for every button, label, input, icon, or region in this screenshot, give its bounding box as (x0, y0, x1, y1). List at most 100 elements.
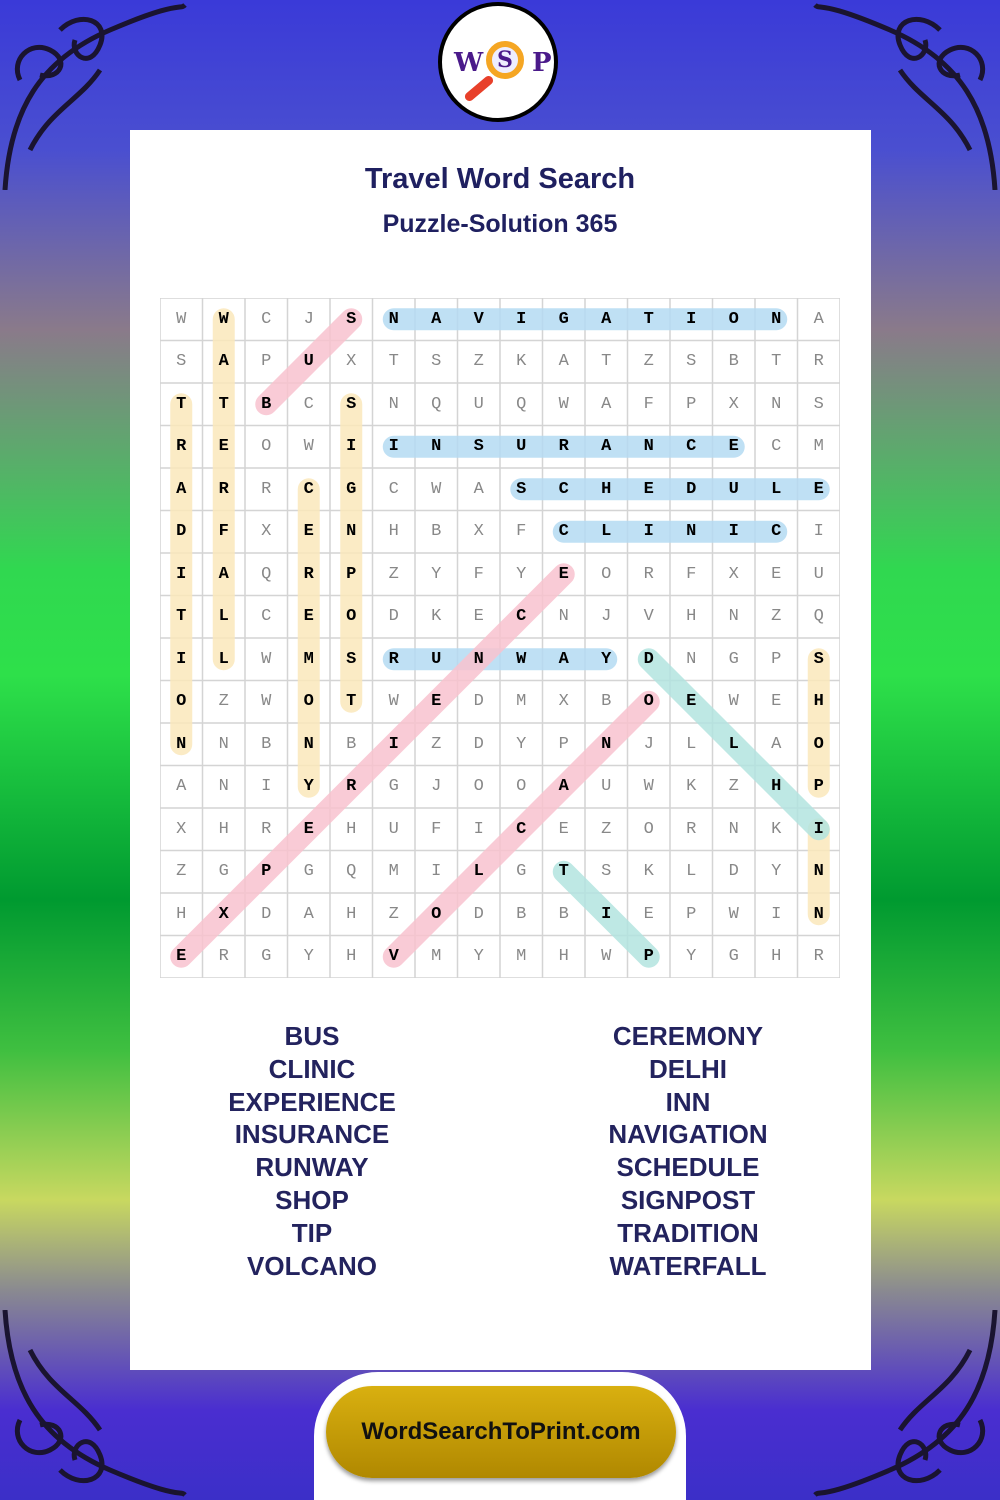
grid-cell[interactable]: Y (601, 649, 612, 669)
grid-cell[interactable]: U (728, 479, 739, 499)
grid-cell[interactable]: I (431, 862, 442, 882)
grid-cell[interactable]: U (813, 564, 824, 584)
grid-cell[interactable]: I (771, 904, 782, 924)
grid-cell[interactable]: I (388, 437, 399, 457)
grid-cell[interactable]: W (601, 947, 612, 967)
grid-cell[interactable]: Z (643, 352, 654, 372)
grid-cell[interactable]: T (218, 394, 229, 414)
grid-cell[interactable]: N (388, 309, 399, 329)
grid-cell[interactable]: S (516, 479, 527, 499)
grid-cell[interactable]: B (516, 904, 527, 924)
grid-cell[interactable]: E (431, 692, 442, 712)
grid-cell[interactable]: S (431, 352, 442, 372)
grid-cell[interactable]: I (728, 522, 739, 542)
grid-cell[interactable]: I (346, 437, 357, 457)
grid-cell[interactable]: S (346, 394, 357, 414)
grid-cell[interactable]: A (176, 479, 187, 499)
grid-cell[interactable]: U (516, 437, 527, 457)
grid-cell[interactable]: K (771, 819, 782, 839)
grid-cell[interactable]: H (346, 904, 357, 924)
grid-cell[interactable]: C (261, 309, 272, 329)
grid-cell[interactable]: W (218, 309, 229, 329)
grid-cell[interactable]: A (601, 437, 612, 457)
grid-cell[interactable]: N (558, 607, 569, 627)
grid-cell[interactable]: R (218, 947, 229, 967)
grid-cell[interactable]: E (686, 692, 697, 712)
grid-cell[interactable]: L (218, 607, 229, 627)
grid-cell[interactable]: O (346, 607, 357, 627)
grid-cell[interactable]: G (303, 862, 314, 882)
grid-cell[interactable]: W (431, 479, 442, 499)
grid-cell[interactable]: N (771, 309, 782, 329)
grid-cell[interactable]: W (261, 649, 272, 669)
grid-cell[interactable]: N (601, 734, 612, 754)
grid-cell[interactable]: Y (516, 734, 527, 754)
grid-cell[interactable]: P (643, 947, 654, 967)
grid-cell[interactable]: E (558, 819, 569, 839)
grid-cell[interactable]: Z (601, 819, 612, 839)
grid-cell[interactable]: F (686, 564, 697, 584)
grid-cell[interactable]: W (176, 309, 187, 329)
grid-cell[interactable]: K (643, 862, 654, 882)
grid-cell[interactable]: X (346, 352, 357, 372)
grid-cell[interactable]: D (261, 904, 272, 924)
grid-cell[interactable]: W (261, 692, 272, 712)
grid-cell[interactable]: T (176, 394, 187, 414)
grid-cell[interactable]: M (813, 437, 824, 457)
grid-cell[interactable]: A (218, 564, 229, 584)
grid-cell[interactable]: U (303, 352, 314, 372)
grid-cell[interactable]: M (303, 649, 314, 669)
grid-cell[interactable]: C (388, 479, 399, 499)
grid-cell[interactable]: K (686, 777, 697, 797)
grid-cell[interactable]: X (473, 522, 484, 542)
grid-cell[interactable]: N (686, 649, 697, 669)
grid-cell[interactable]: Z (473, 352, 484, 372)
grid-cell[interactable]: Y (516, 564, 527, 584)
grid-cell[interactable]: S (346, 309, 357, 329)
grid-cell[interactable]: W (728, 692, 739, 712)
grid-cell[interactable]: I (686, 309, 697, 329)
grid-cell[interactable]: Y (303, 947, 314, 967)
grid-cell[interactable]: V (388, 947, 399, 967)
grid-cell[interactable]: E (728, 437, 739, 457)
grid-cell[interactable]: Z (218, 692, 229, 712)
grid-cell[interactable]: Q (813, 607, 824, 627)
grid-cell[interactable]: L (601, 522, 612, 542)
grid-cell[interactable]: F (218, 522, 229, 542)
grid-cell[interactable]: T (643, 309, 654, 329)
grid-cell[interactable]: N (686, 522, 697, 542)
grid-cell[interactable]: H (346, 947, 357, 967)
site-link-button[interactable]: WordSearchToPrint.com (326, 1386, 676, 1478)
grid-cell[interactable]: C (771, 437, 782, 457)
grid-cell[interactable]: O (601, 564, 612, 584)
grid-cell[interactable]: R (813, 947, 824, 967)
grid-cell[interactable]: T (388, 352, 399, 372)
grid-cell[interactable]: I (813, 819, 824, 839)
grid-cell[interactable]: A (558, 352, 569, 372)
grid-cell[interactable]: T (771, 352, 782, 372)
grid-cell[interactable]: G (261, 947, 272, 967)
grid-cell[interactable]: S (346, 649, 357, 669)
grid-cell[interactable]: C (686, 437, 697, 457)
grid-cell[interactable]: E (473, 607, 484, 627)
grid-cell[interactable]: N (346, 522, 357, 542)
grid-cell[interactable]: P (771, 649, 782, 669)
grid-cell[interactable]: I (473, 819, 484, 839)
grid-cell[interactable]: O (473, 777, 484, 797)
grid-cell[interactable]: E (176, 947, 187, 967)
grid-cell[interactable]: N (303, 734, 314, 754)
grid-cell[interactable]: N (388, 394, 399, 414)
grid-cell[interactable]: E (303, 819, 314, 839)
grid-cell[interactable]: U (473, 394, 484, 414)
grid-cell[interactable]: Q (261, 564, 272, 584)
grid-cell[interactable]: Y (431, 564, 442, 584)
grid-cell[interactable]: D (473, 734, 484, 754)
grid-cell[interactable]: R (303, 564, 314, 584)
grid-cell[interactable]: B (601, 692, 612, 712)
grid-cell[interactable]: B (261, 734, 272, 754)
grid-cell[interactable]: D (473, 904, 484, 924)
grid-cell[interactable]: H (771, 777, 782, 797)
grid-cell[interactable]: G (516, 862, 527, 882)
grid-cell[interactable]: Q (346, 862, 357, 882)
grid-cell[interactable]: G (218, 862, 229, 882)
